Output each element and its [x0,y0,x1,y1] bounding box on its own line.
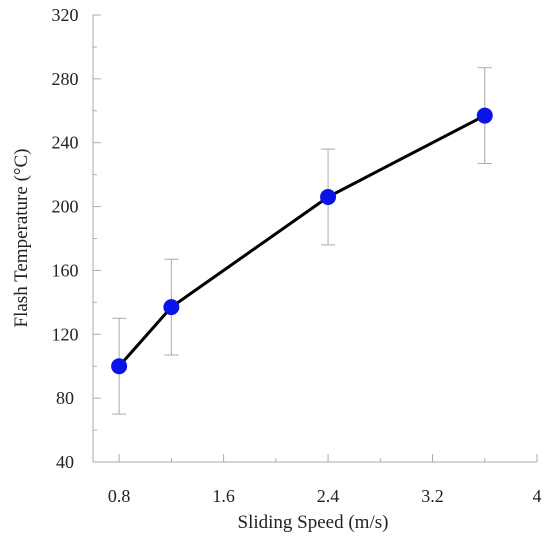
x-axis-title: Sliding Speed (m/s) [238,512,389,533]
y-tick-label: 280 [52,69,79,89]
y-tick-label: 120 [52,324,79,344]
series-line [117,114,486,368]
data-points [111,107,493,375]
error-bars [112,67,492,415]
axes [92,15,537,463]
x-tick-label: 2.4 [317,486,340,506]
y-tick-label: 200 [52,197,79,217]
y-tick-label: 160 [52,260,79,280]
y-tick-label: 40 [56,452,74,472]
series-path [117,114,486,368]
x-tick-label: 3.2 [421,486,444,506]
x-tick-label: 0.8 [108,486,131,506]
y-tick-label: 320 [52,5,79,25]
y-tick-label: 80 [56,388,74,408]
y-axis-title: Flash Temperature (°C) [11,149,32,328]
data-point [163,299,180,316]
x-axis-ticks: 0.8 1.6 2.4 3.2 4 [108,454,542,506]
x-tick-label: 1.6 [212,486,235,506]
y-axis-ticks: 40 80 120 160 200 240 280 320 [52,5,101,472]
data-point [320,188,337,205]
y-tick-label: 240 [52,133,79,153]
data-point [111,358,128,375]
x-tick-label: 4 [533,486,542,506]
data-point [476,107,493,124]
